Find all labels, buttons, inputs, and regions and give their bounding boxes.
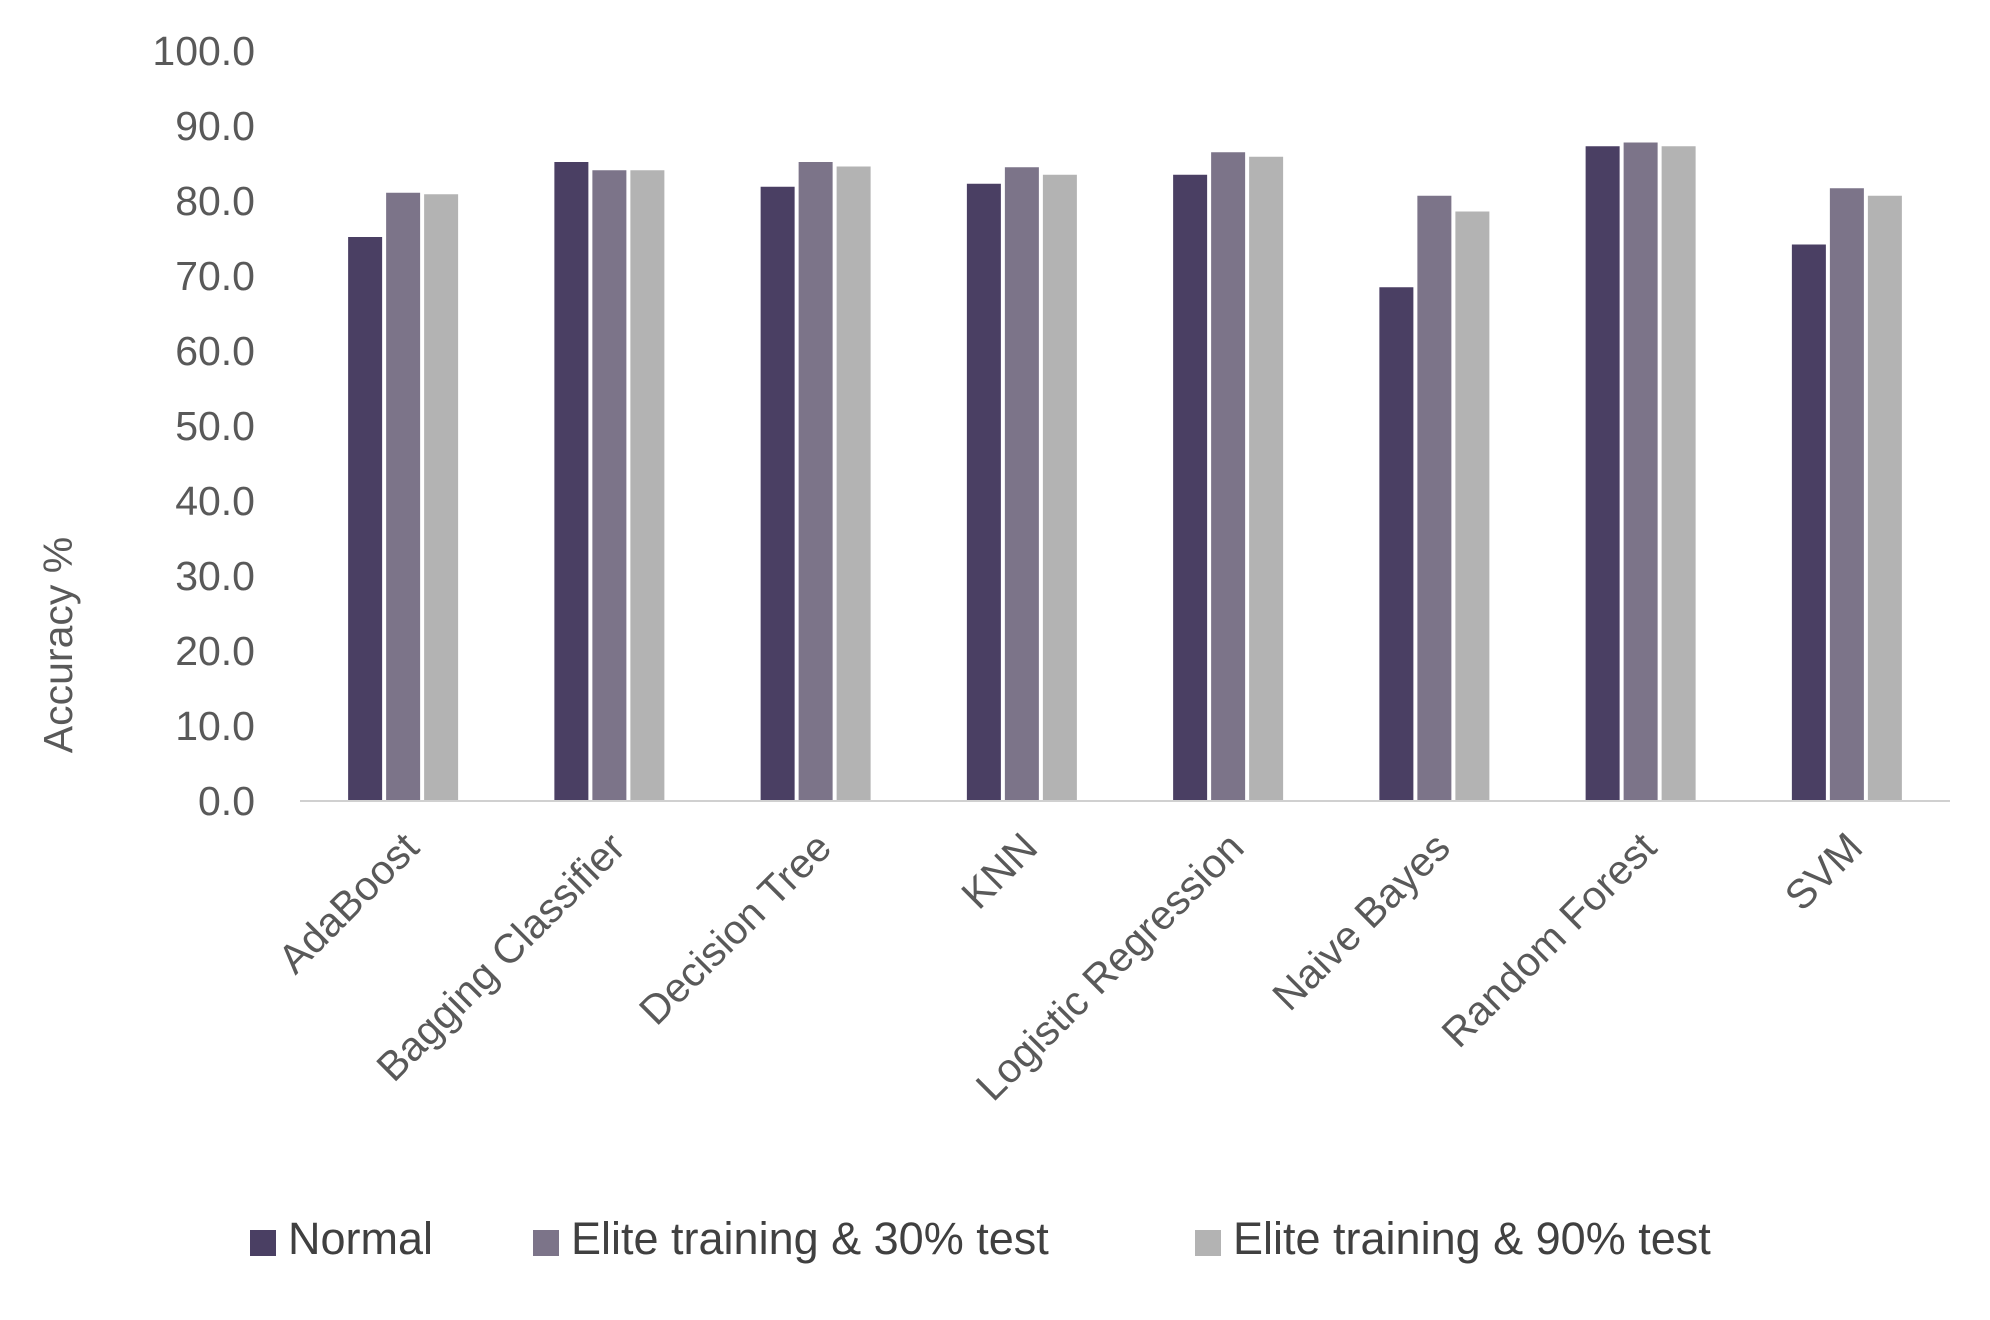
y-tick-label: 10.0 — [175, 703, 255, 749]
bar — [1173, 174, 1208, 801]
y-tick-label: 50.0 — [175, 403, 255, 449]
y-tick-label: 60.0 — [175, 328, 255, 374]
y-tick-label: 40.0 — [175, 478, 255, 524]
bar — [386, 192, 421, 801]
y-axis-title: Accuracy % — [35, 537, 81, 753]
bars-group — [348, 142, 1902, 801]
legend-label: Normal — [288, 1213, 433, 1264]
bar — [1249, 156, 1284, 801]
y-tick-label: 80.0 — [175, 178, 255, 224]
bar — [1004, 167, 1039, 801]
bar — [836, 166, 871, 801]
bar — [348, 237, 383, 801]
bar — [1829, 188, 1864, 801]
bar — [798, 162, 833, 801]
x-tick-label: AdaBoost — [269, 823, 428, 982]
bar — [1791, 244, 1826, 801]
bar — [424, 194, 459, 801]
y-tick-label: 70.0 — [175, 253, 255, 299]
legend-swatch — [533, 1230, 559, 1256]
bar — [1379, 287, 1414, 801]
y-tick-label: 90.0 — [175, 103, 255, 149]
legend-swatch — [250, 1230, 276, 1256]
bar — [1417, 195, 1452, 801]
bar — [966, 183, 1001, 801]
x-tick-label: SVM — [1776, 824, 1871, 919]
x-tick-label: KNN — [952, 824, 1046, 918]
bar — [592, 170, 627, 801]
y-tick-label: 30.0 — [175, 553, 255, 599]
y-tick-label: 100.0 — [152, 28, 255, 74]
legend-label: Elite training & 90% test — [1233, 1213, 1711, 1264]
legend: Normal Elite training & 30% test Elite tra… — [250, 1213, 1711, 1264]
bar — [1661, 146, 1696, 801]
legend-label: Elite training & 30% test — [571, 1213, 1049, 1264]
bar — [1042, 174, 1077, 801]
y-axis-ticks: 0.0 10.0 20.0 30.0 40.0 50.0 60.0 70.0 80.0 90.0 1… — [152, 28, 255, 824]
y-tick-label: 0.0 — [198, 778, 255, 824]
x-tick-label: Decision Tree — [630, 824, 840, 1034]
bar — [760, 186, 795, 801]
bar — [1211, 152, 1246, 801]
y-tick-label: 20.0 — [175, 628, 255, 674]
bar — [1585, 146, 1620, 801]
bar — [1623, 142, 1658, 801]
legend-swatch — [1195, 1230, 1221, 1256]
bar — [1455, 211, 1490, 801]
bar — [1867, 195, 1902, 801]
bar — [554, 162, 589, 801]
x-tick-label: Random Forest — [1433, 823, 1666, 1056]
bar — [630, 170, 665, 801]
x-tick-label: Naive Bayes — [1263, 824, 1458, 1019]
